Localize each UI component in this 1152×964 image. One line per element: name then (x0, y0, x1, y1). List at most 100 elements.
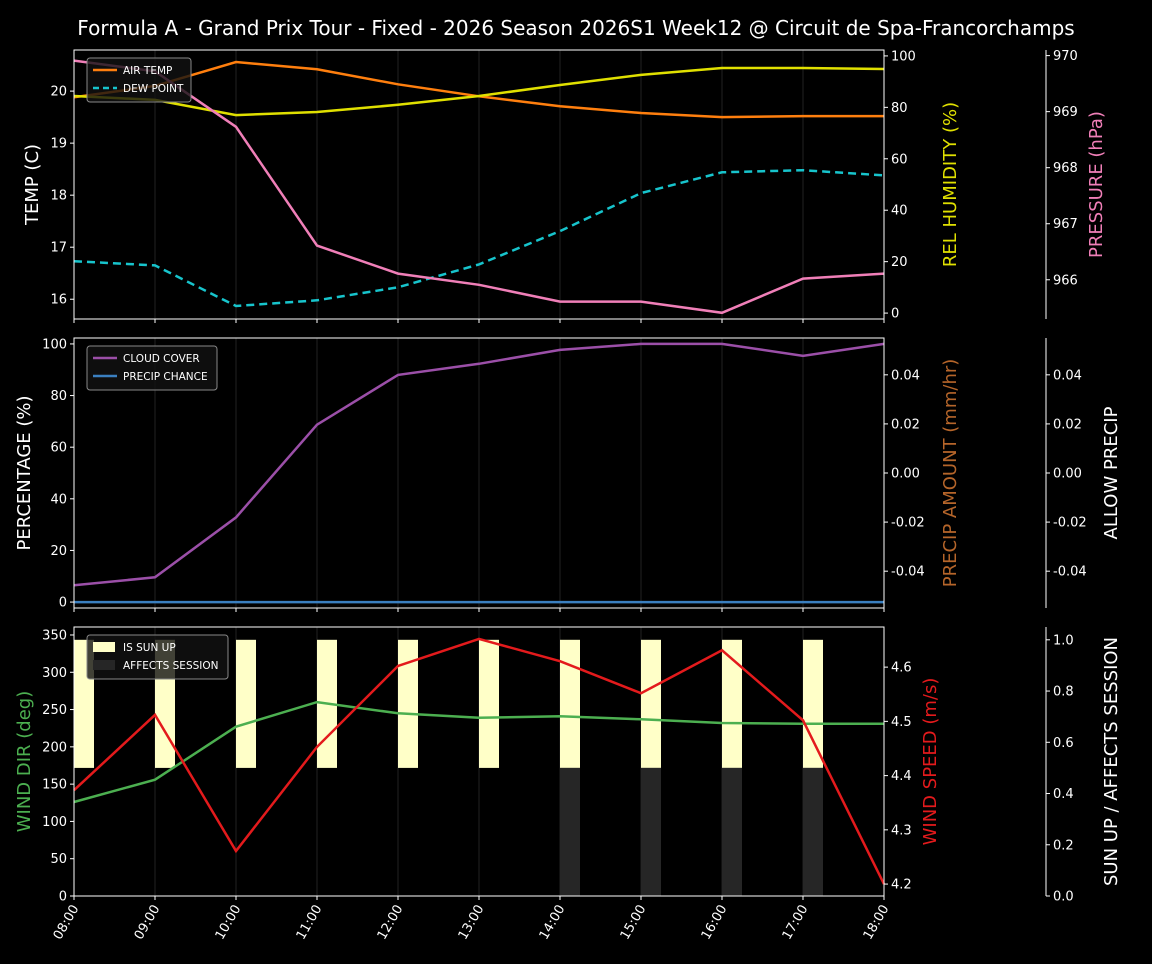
y-axis-label: PERCENTAGE (%) (14, 395, 35, 550)
cloud-cover-line (73, 342, 885, 587)
x-tick-label: 14:00 (537, 903, 569, 943)
y-tick-label: 19 (50, 137, 67, 152)
y-tick-label: 0 (59, 596, 67, 611)
y2-tick-label: -0.04 (891, 565, 925, 580)
y-tick-label: 200 (42, 740, 67, 755)
y-series-line (73, 700, 884, 804)
sun-up-bar (722, 639, 742, 768)
y3-tick-label: 1.0 (1053, 633, 1074, 648)
legend-label: IS SUN UP (123, 642, 176, 654)
legend-label: PRECIP CHANCE (123, 371, 208, 383)
x-tick-label: 18:00 (861, 903, 893, 943)
y-tick-label: 300 (42, 666, 67, 681)
chart-title: Formula A - Grand Prix Tour - Fixed - 20… (77, 16, 1074, 40)
affects-session-bar (641, 767, 661, 896)
y2-tick-label: 4.4 (891, 769, 912, 784)
y3-tick-label: 0.0 (1053, 890, 1074, 905)
y-tick-label: 100 (42, 337, 67, 352)
legend: CLOUD COVER PRECIP CHANCE (86, 345, 218, 391)
panel-1: 16 17 18 19 20 0 20 40 60 80 100 966 967 968 969 970 TEM… (22, 49, 1107, 323)
y2-axis-label: REL HUMIDITY (%) (940, 102, 961, 267)
legend-swatch (93, 660, 115, 670)
panel-2: 0 20 40 60 80 100 -0.04 -0.02 0.00 0.02 0.04 -0.04 -… (14, 337, 1122, 612)
x-tick-label: 12:00 (375, 903, 407, 943)
legend: IS SUN UP AFFECTS SESSION (86, 634, 229, 680)
legend-swatch (93, 642, 115, 652)
x-tick-label: 15:00 (618, 903, 650, 943)
y3-tick-label: 0.8 (1053, 685, 1074, 700)
y2-tick-label: 0.00 (891, 467, 920, 482)
legend-label: CLOUD COVER (123, 353, 200, 365)
y3-series-line (73, 59, 885, 315)
affects-session-bar (803, 767, 823, 896)
y2-tick-label: 0.04 (891, 368, 920, 383)
y-tick-label: 150 (42, 778, 67, 793)
y2-tick-label: 4.2 (891, 878, 912, 893)
y3-tick-label: 968 (1053, 161, 1078, 176)
y2-tick-label: -0.02 (891, 516, 925, 531)
y-tick-label: 20 (50, 544, 67, 559)
y3-tick-label: 0.2 (1053, 838, 1074, 853)
y2-tick-label: 4.5 (891, 715, 912, 730)
y2-tick-label: 20 (891, 255, 908, 270)
legend: AIR TEMP DEW POINT (86, 57, 192, 103)
sun-up-bar (641, 639, 661, 768)
y2-tick-label: 0 (891, 307, 899, 322)
panel-3: 0 50 100 150 200 250 300 350 4.2 4.3 4.4 4.5 4.6 0.0 0… (14, 626, 1122, 943)
y2-series-line (73, 637, 886, 885)
affects-session-bar (722, 767, 742, 896)
x-tick-label: 13:00 (456, 903, 488, 943)
y3-axis-label: PRESSURE (hPa) (1086, 111, 1107, 258)
x-tick-label: 09:00 (132, 903, 164, 943)
sun-up-bar (479, 639, 499, 768)
y-axis-label: WIND DIR (deg) (14, 691, 35, 833)
y-tick-label: 80 (50, 389, 67, 404)
y3-axis-label: SUN UP / AFFECTS SESSION (1101, 637, 1122, 886)
y2-axis-label: WIND SPEED (m/s) (920, 678, 941, 846)
y2-axis-label: PRECIP AMOUNT (mm/hr) (940, 359, 961, 588)
y2-tick-label: 4.3 (891, 823, 912, 838)
x-tick-label: 11:00 (294, 903, 326, 943)
y3-tick-label: 0.04 (1053, 368, 1082, 383)
y-tick-label: 60 (50, 441, 67, 456)
y3-tick-label: 970 (1053, 49, 1078, 64)
x-tick-label: 08:00 (51, 903, 83, 943)
y-tick-label: 0 (59, 890, 67, 905)
legend-label: DEW POINT (123, 83, 184, 95)
sun-up-bar (398, 639, 418, 768)
y-axis-label: TEMP (C) (22, 144, 43, 226)
dew-point-line (73, 168, 885, 308)
sun-up-bar (236, 639, 256, 768)
affects-session-bar (560, 767, 580, 896)
y-tick-label: 20 (50, 85, 67, 100)
y-tick-label: 250 (42, 703, 67, 718)
y3-tick-label: 966 (1053, 273, 1078, 288)
x-tick-label: 16:00 (699, 903, 731, 943)
y3-tick-label: 0.4 (1053, 787, 1074, 802)
legend-label: AIR TEMP (123, 65, 172, 77)
y3-tick-label: 0.02 (1053, 417, 1082, 432)
y2-tick-label: 60 (891, 152, 908, 167)
y-tick-label: 50 (50, 852, 67, 867)
y2-tick-label: 80 (891, 101, 908, 116)
y3-tick-label: 967 (1053, 217, 1078, 232)
y-tick-label: 18 (50, 189, 67, 204)
y2-tick-label: 0.02 (891, 417, 920, 432)
legend-box (86, 634, 229, 680)
y3-tick-label: 0.6 (1053, 736, 1074, 751)
y3-tick-label: 0.00 (1053, 467, 1082, 482)
y3-tick-label: -0.02 (1053, 516, 1087, 531)
y-tick-label: 350 (42, 628, 67, 643)
y3-tick-label: 969 (1053, 105, 1078, 120)
y-tick-label: 17 (50, 241, 67, 256)
sun-up-bar (560, 639, 580, 768)
y3-tick-label: -0.04 (1053, 565, 1087, 580)
y3-axis-label: ALLOW PRECIP (1101, 406, 1122, 539)
sun-up-bar (803, 639, 823, 768)
y2-series-line (73, 66, 885, 117)
y2-tick-label: 40 (891, 204, 908, 219)
y2-tick-label: 4.6 (891, 661, 912, 676)
y2-tick-label: 100 (891, 49, 916, 64)
legend-box (86, 345, 218, 391)
y-tick-label: 100 (42, 815, 67, 830)
